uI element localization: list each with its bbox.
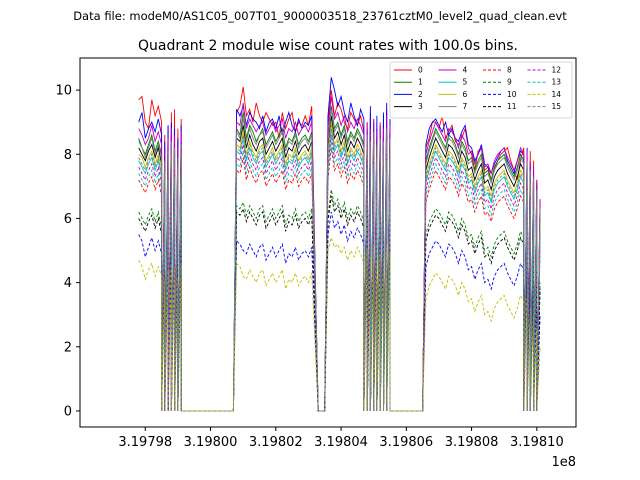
y-tick-label: 4 <box>64 276 72 291</box>
x-axis: 3.19798 3.19800 3.19802 3.19804 3.19806 3.198… <box>118 427 564 450</box>
legend-label-14: 14 <box>552 90 562 99</box>
x-tick-label: 3.19800 <box>184 435 238 450</box>
y-tick-label: 10 <box>55 84 72 99</box>
legend-frame <box>389 61 573 119</box>
x-tick-label: 3.19802 <box>249 435 303 450</box>
chart-title: Quadrant 2 module wise count rates with … <box>138 38 518 54</box>
x-tick-label: 3.19806 <box>379 435 433 450</box>
legend-label-2: 2 <box>418 90 423 99</box>
legend-label-8: 8 <box>507 66 512 75</box>
y-tick-label: 0 <box>64 404 72 419</box>
legend-label-10: 10 <box>507 90 517 99</box>
suptitle: Data file: modeM0/AS1C05_007T01_90000035… <box>73 9 567 23</box>
series-line-15 <box>138 125 541 412</box>
y-tick-label: 2 <box>64 340 72 355</box>
series-layer <box>138 77 541 412</box>
axes-frame <box>79 57 577 428</box>
x-tick-label: 3.19808 <box>445 435 499 450</box>
y-tick-label: 8 <box>64 148 72 163</box>
series-line-14 <box>138 236 541 412</box>
series-line-11 <box>138 195 541 412</box>
legend-label-13: 13 <box>552 78 562 87</box>
series-line-10 <box>138 211 541 412</box>
y-tick-label: 6 <box>64 212 72 227</box>
legend-label-4: 4 <box>463 66 468 75</box>
series-line-8 <box>138 147 541 412</box>
legend-label-15: 15 <box>552 102 562 111</box>
x-offset-label: 1e8 <box>551 455 576 470</box>
x-tick-label: 3.19804 <box>314 435 368 450</box>
legend-label-7: 7 <box>463 102 468 111</box>
legend-label-5: 5 <box>463 78 468 87</box>
legend-label-6: 6 <box>463 90 468 99</box>
legend-label-0: 0 <box>418 66 423 75</box>
legend-label-9: 9 <box>507 78 512 87</box>
x-tick-label: 3.19798 <box>118 435 172 450</box>
legend-label-1: 1 <box>418 78 423 87</box>
y-axis: 0 2 4 6 8 10 <box>55 84 80 419</box>
plot-area <box>79 57 577 428</box>
legend-label-11: 11 <box>507 102 517 111</box>
x-tick-label: 3.19810 <box>510 435 564 450</box>
legend-label-12: 12 <box>552 66 562 75</box>
legend-label-3: 3 <box>418 102 423 111</box>
